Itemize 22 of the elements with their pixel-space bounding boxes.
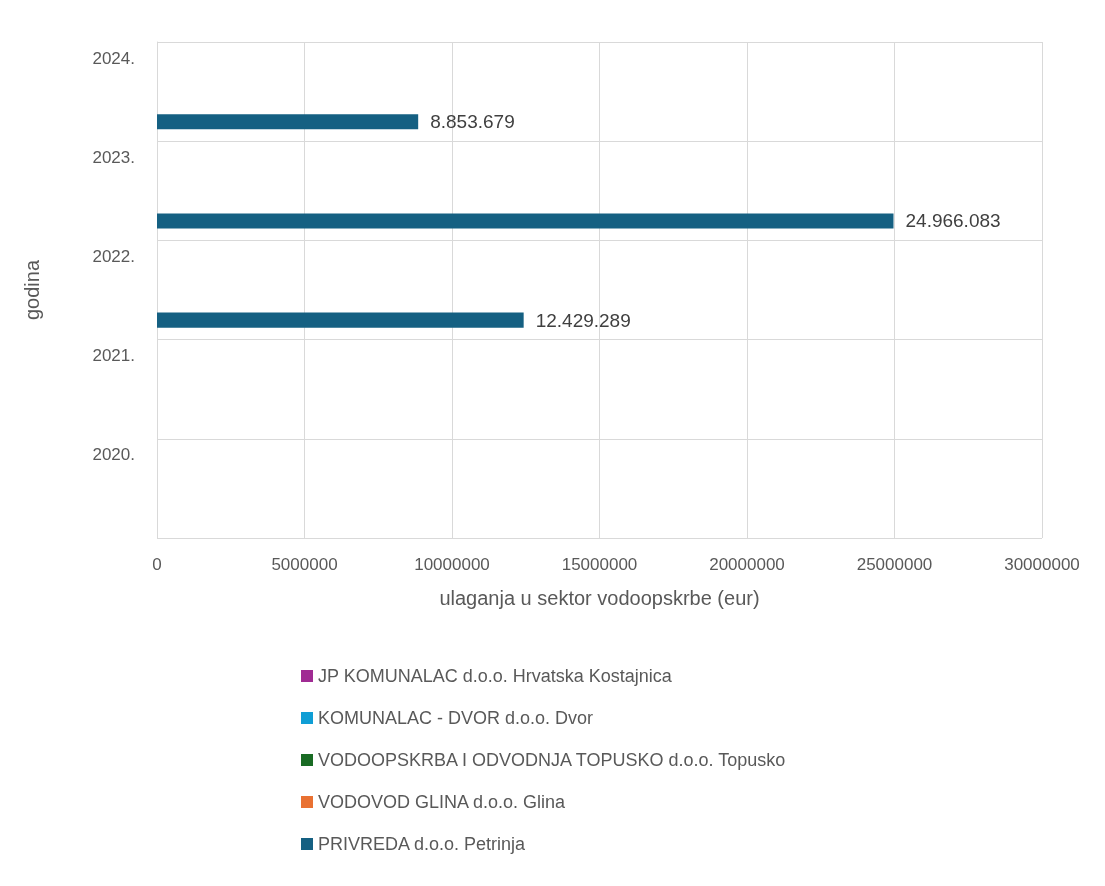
x-tick-label: 5000000: [271, 555, 338, 574]
y-tick-label: 2021.: [92, 346, 135, 366]
x-tick-label: 25000000: [856, 555, 933, 574]
y-axis-title: godina: [21, 259, 43, 321]
y-tick-label: 2023.: [92, 147, 135, 167]
data-label: 12.429.289: [535, 309, 631, 331]
y-tick-label: 2024.: [92, 48, 135, 68]
data-label: 8.853.679: [430, 111, 515, 133]
x-tick-label: 0: [152, 555, 162, 574]
legend-label: PRIVREDA d.o.o. Petrinja: [318, 834, 527, 854]
legend-label: VODOVOD GLINA d.o.o. Glina: [318, 792, 567, 812]
legend-label: KOMUNALAC - DVOR d.o.o. Dvor: [318, 708, 594, 728]
y-tick-label: 2020.: [92, 445, 135, 465]
x-tick-label: 30000000: [1004, 555, 1080, 574]
x-axis-title: ulaganja u sektor vodoopskrbe (eur): [439, 587, 760, 609]
x-tick-label: 20000000: [709, 555, 785, 574]
data-label: 24.966.083: [905, 210, 1001, 232]
x-tick-label: 15000000: [561, 555, 638, 574]
x-tick-label: 10000000: [414, 555, 490, 574]
legend-label: JP KOMUNALAC d.o.o. Hrvatska Kostajnica: [318, 666, 673, 686]
legend-label: VODOOPSKRBA I ODVODNJA TOPUSKO d.o.o. Topusko: [318, 750, 786, 770]
y-tick-label: 2022.: [92, 247, 135, 266]
